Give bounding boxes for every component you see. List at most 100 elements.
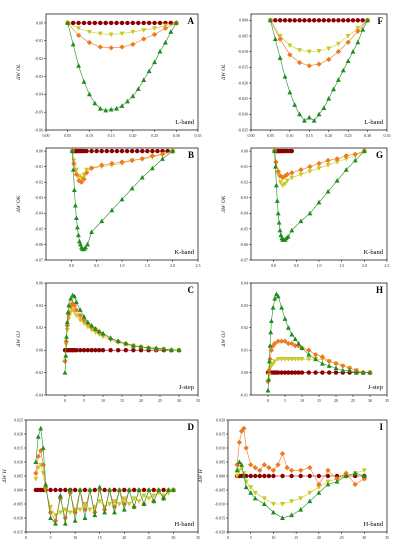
data-point-green: [161, 346, 167, 352]
panel-F: 0.00 0.05 0.10 0.15 0.20 0.25 0.30 0.35 0.000 -0.…: [221, 13, 391, 138]
data-point-yellow_olive: [112, 499, 117, 504]
data-point-orange: [278, 338, 285, 344]
data-point-green: [64, 319, 70, 325]
y-tick-label: 0.000: [14, 487, 23, 492]
data-point-yellow_olive: [326, 46, 332, 52]
data-point-orange: [88, 165, 95, 171]
data-point-green: [64, 334, 69, 339]
data-point-orange: [292, 343, 298, 349]
panel-H: 0 5 10 15 20 25 30 35 0.04 0.03 0.02 0.01 0.00 -0.01 Δ…: [221, 280, 389, 403]
data-point-orange: [248, 462, 254, 468]
data-point-yellow_olive: [277, 33, 283, 39]
data-point-green: [306, 352, 312, 357]
data-point-green: [252, 495, 258, 501]
data-point-green: [272, 148, 277, 154]
y-tick-label: -0.010: [238, 49, 248, 54]
data-point-green: [161, 495, 167, 501]
data-point-orange: [119, 44, 125, 50]
data-point-dark_red: [257, 473, 262, 479]
data-point-green: [272, 36, 278, 42]
data-point-green: [170, 148, 176, 154]
panel-B: 0.0 0.5 1.0 1.5 2.0 2.5 0.00 -0.01 -0.02 -0.03 -0.…: [16, 147, 201, 268]
data-point-green: [62, 520, 68, 526]
y-tick-label: -0.06: [35, 242, 43, 247]
band-label: H-band: [364, 521, 384, 528]
data-point-dark_red: [129, 148, 135, 154]
data-point-green: [345, 58, 351, 64]
series-line-yellow_olive: [72, 150, 173, 178]
x-tick-label: 0.15: [306, 133, 313, 138]
data-point-green: [77, 487, 83, 492]
data-point-orange: [352, 481, 358, 488]
data-point-dark_red: [307, 473, 312, 479]
x-tick-label: 0.00: [43, 133, 50, 138]
y-tick-label: 0.04: [241, 280, 248, 285]
data-point-yellow_olive: [87, 29, 92, 35]
data-point-green: [66, 302, 72, 308]
y-axis-label: ΔW OK: [221, 195, 227, 213]
data-point-orange: [279, 450, 286, 457]
data-point-green: [268, 318, 274, 324]
x-tick-label: 35: [196, 398, 200, 403]
data-point-green: [102, 509, 108, 515]
data-point-green: [267, 343, 273, 348]
data-point-dark_red: [138, 348, 144, 353]
y-tick-label: -0.015: [238, 65, 248, 70]
x-tick-label: 0: [267, 398, 269, 403]
data-point-orange: [316, 160, 322, 167]
data-point-green: [340, 367, 346, 373]
y-tick-label: 0.005: [216, 459, 225, 464]
data-point-dark_red: [112, 487, 117, 493]
y-tick-label: -0.010: [215, 501, 225, 506]
data-point-yellow_olive: [85, 324, 91, 330]
data-point-dark_red: [116, 348, 121, 353]
data-point-yellow_olive: [89, 328, 95, 333]
data-point-green: [81, 79, 87, 84]
data-point-orange: [287, 52, 293, 58]
x-tick-label: 15: [317, 398, 321, 403]
data-point-green: [73, 299, 79, 305]
data-point-green: [306, 114, 312, 120]
x-tick-label: 0.30: [364, 133, 371, 138]
data-point-dark_red: [74, 348, 79, 353]
data-point-dark_red: [253, 473, 258, 479]
data-point-green: [275, 210, 281, 216]
data-point-green: [279, 305, 285, 310]
data-point-dark_red: [266, 473, 272, 479]
data-point-yellow_olive: [336, 41, 341, 47]
data-point-dark_red: [331, 18, 336, 23]
data-point-green: [85, 241, 90, 247]
data-point-dark_red: [316, 18, 322, 23]
data-point-dark_red: [157, 20, 163, 26]
y-tick-label: 0.00: [36, 348, 43, 353]
data-point-green: [63, 353, 69, 358]
x-tick-label: 0: [25, 535, 27, 540]
data-point-yellow_olive: [107, 502, 112, 507]
data-point-green: [316, 490, 322, 495]
data-point-yellow_olive: [282, 181, 288, 187]
data-point-yellow_olive: [152, 26, 157, 31]
data-point-dark_red: [320, 370, 325, 375]
data-point-dark_red: [122, 487, 127, 493]
plot-frame: [45, 13, 199, 131]
data-point-green: [109, 207, 115, 213]
data-point-orange: [335, 48, 342, 55]
data-point-dark_red: [161, 487, 166, 493]
data-point-orange: [162, 25, 169, 31]
data-point-green: [352, 470, 358, 476]
data-point-green: [43, 481, 49, 487]
data-point-green: [119, 196, 125, 202]
data-point-green: [239, 462, 245, 467]
y-tick-label: -0.06: [240, 242, 248, 247]
data-point-green: [266, 358, 272, 364]
data-point-dark_red: [282, 18, 288, 23]
data-point-orange: [306, 347, 312, 353]
x-tick-label: 1.5: [145, 263, 150, 268]
data-point-green: [176, 347, 182, 353]
y-tick-label: -0.04: [35, 92, 43, 97]
data-point-yellow_olive: [234, 474, 240, 479]
x-tick-label: 0.5: [294, 263, 299, 268]
data-point-orange: [243, 445, 249, 451]
data-point-dark_red: [124, 148, 130, 154]
data-point-green: [340, 67, 346, 73]
